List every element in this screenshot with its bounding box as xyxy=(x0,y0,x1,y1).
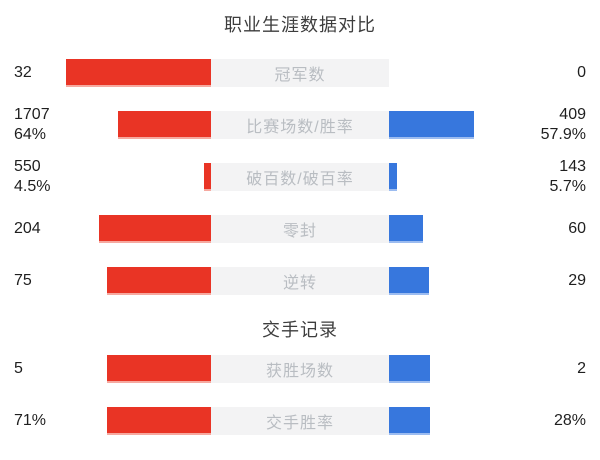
left-value: 71% xyxy=(14,411,46,431)
left-value: 204 xyxy=(14,219,41,239)
red-bar xyxy=(107,407,211,435)
stat-row-titles: 32 冠军数 0 xyxy=(0,59,600,87)
stat-row-centuries: 550 4.5% 破百数/破百率 143 5.7% xyxy=(0,158,600,195)
right-value-line1: 409 xyxy=(559,106,586,123)
red-bar xyxy=(66,59,211,87)
right-value: 28% xyxy=(554,411,586,431)
left-value-line1: 32 xyxy=(14,64,32,81)
right-value: 409 57.9% xyxy=(541,105,586,145)
stat-row-comebacks: 75 逆转 29 xyxy=(0,267,600,295)
red-bar xyxy=(107,355,211,383)
section-title-head-to-head: 交手记录 xyxy=(262,320,338,340)
blue-bar xyxy=(389,111,474,139)
left-value: 1707 64% xyxy=(14,105,50,145)
left-value-line2: 4.5% xyxy=(14,178,51,195)
left-value-line1: 1707 xyxy=(14,106,50,123)
stat-row-matches-winrate: 1707 64% 比赛场数/胜率 409 57.9% xyxy=(0,106,600,143)
stat-label: 逆转 xyxy=(282,275,317,292)
stat-label-panel: 交手胜率 xyxy=(211,407,389,435)
left-value: 5 xyxy=(14,359,23,379)
left-value-line1: 71% xyxy=(14,412,47,429)
stat-label-panel: 破百数/破百率 xyxy=(211,163,389,191)
right-value: 143 5.7% xyxy=(550,157,586,197)
left-value: 75 xyxy=(14,271,32,291)
right-value: 2 xyxy=(577,359,586,379)
left-value-line1: 5 xyxy=(14,360,23,377)
left-value: 550 4.5% xyxy=(14,157,50,197)
red-bar xyxy=(118,111,211,139)
blue-bar xyxy=(389,407,430,435)
stat-row-h2h-wins: 5 获胜场数 2 xyxy=(0,355,600,383)
stat-label: 交手胜率 xyxy=(265,415,334,432)
left-value-line1: 550 xyxy=(14,158,41,175)
stat-label: 破百数/破百率 xyxy=(246,171,354,188)
stat-label: 获胜场数 xyxy=(265,363,334,380)
stat-label-panel: 逆转 xyxy=(211,267,389,295)
blue-bar xyxy=(389,215,423,243)
stat-label-panel: 零封 xyxy=(211,215,389,243)
right-value-line1: 2 xyxy=(577,360,586,377)
stat-row-h2h-winrate: 71% 交手胜率 28% xyxy=(0,407,600,435)
blue-bar xyxy=(389,163,397,191)
stat-label-panel: 冠军数 xyxy=(211,59,389,87)
left-value: 32 xyxy=(14,63,32,83)
section-title-career: 职业生涯数据对比 xyxy=(224,15,376,35)
right-value-line2: 57.9% xyxy=(540,126,586,143)
right-value-line1: 143 xyxy=(559,158,586,175)
right-value-line1: 0 xyxy=(577,64,586,81)
left-value-line2: 64% xyxy=(14,126,47,143)
left-value-line1: 204 xyxy=(14,220,41,237)
stat-label: 比赛场数/胜率 xyxy=(246,119,354,136)
stat-row-whitewash: 204 零封 60 xyxy=(0,215,600,243)
right-value-line1: 60 xyxy=(568,220,586,237)
red-bar xyxy=(107,267,211,295)
right-value-line1: 28% xyxy=(553,412,586,429)
blue-bar xyxy=(389,267,429,295)
red-bar xyxy=(204,163,211,191)
right-value-line2: 5.7% xyxy=(549,178,586,195)
right-value: 29 xyxy=(568,271,586,291)
right-value: 60 xyxy=(568,219,586,239)
right-value-line1: 29 xyxy=(568,272,586,289)
stat-label-panel: 获胜场数 xyxy=(211,355,389,383)
left-value-line1: 75 xyxy=(14,272,32,289)
red-bar xyxy=(99,215,211,243)
stat-label-panel: 比赛场数/胜率 xyxy=(211,111,389,139)
blue-bar xyxy=(389,355,430,383)
right-value: 0 xyxy=(577,63,586,83)
stat-label: 零封 xyxy=(282,223,317,240)
stat-label: 冠军数 xyxy=(274,67,326,84)
